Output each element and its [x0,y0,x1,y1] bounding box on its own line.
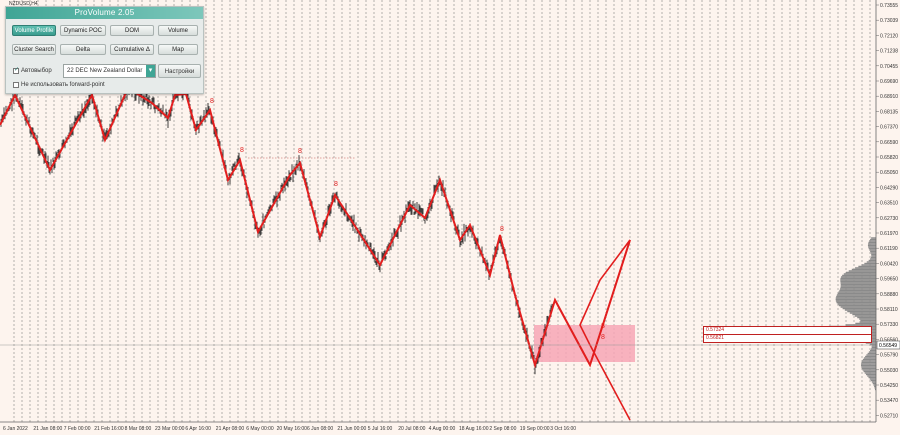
forward-point-label: Не использовать forward-point [21,82,105,88]
zigzag-marker: 8 [601,323,605,330]
price-tick-label: 0.72120 [880,33,898,39]
current-price-box [876,340,900,350]
instrument-select[interactable]: 22 DEC New Zealand Dollar ▾ [63,64,156,78]
price-tick-label: 0.66590 [880,140,898,146]
autoselect-checkbox[interactable]: ✓ [13,67,20,74]
price-axis: 0.73555 0.73039 0.72120 0.71238 0.70455 0.696… [876,3,898,419]
symbol-label: NZDUSD,H4 [9,1,38,7]
time-tick-label: 6 May 00:00 [246,426,274,432]
price-tick-label: 0.65820 [880,155,898,161]
price-tick-label: 0.56560 [880,337,898,343]
price-tick-label: 0.73555 [880,3,898,9]
price-tick-label: 0.68135 [880,109,898,115]
time-tick-label: 5 Jul 16:00 [368,426,393,432]
map-button[interactable]: Map [158,44,198,55]
provolume-panel[interactable]: ProVolume 2.05 Volume Profile Dynamic PO… [5,6,204,94]
price-tick-label: 0.57330 [880,322,898,328]
forward-point-checkbox[interactable] [13,82,19,88]
cluster-search-button[interactable]: Cluster Search [12,44,56,55]
price-tick-label: 0.73039 [880,18,898,24]
price-tick-label: 0.53470 [880,398,898,404]
price-tick-label: 0.58110 [880,307,898,313]
time-tick-label: 23 Mar 00:00 [155,426,185,432]
panel-title: ProVolume 2.05 [6,7,203,19]
price-tick-label: 0.58880 [880,292,898,298]
time-tick-label: 6 Jan 2022 [3,426,28,432]
time-axis: 6 Jan 2022 21 Jan 08:00 7 Feb 00:00 21 Feb … [3,426,576,432]
zigzag-markers: 8 8 8 8 8 8 8 [210,98,605,341]
time-tick-label: 20 May 16:00 [277,426,308,432]
price-tick-label: 0.68910 [880,94,898,100]
zigzag-marker: 8 [210,98,214,105]
zigzag-marker: 8 [334,181,338,188]
price-tick-label: 0.65050 [880,170,898,176]
volume-profile-button[interactable]: Volume Profile [12,25,56,36]
zigzag-marker: 8 [500,226,504,233]
time-tick-label: 3 Oct 16:00 [550,426,576,432]
price-tick-label: 0.59650 [880,277,898,283]
volume-button[interactable]: Volume [158,25,198,36]
settings-button[interactable]: Настройки [158,64,201,78]
price-tick-label: 0.71238 [880,49,898,55]
time-tick-label: 2 Sep 08:00 [489,426,516,432]
autoselect-label: Автовыбор [21,68,52,74]
price-tick-label: 0.67370 [880,125,898,131]
price-tick-label: 0.61970 [880,231,898,237]
time-tick-label: 20 Jul 08:00 [398,426,425,432]
time-tick-label: 21 Apr 08:00 [216,426,245,432]
price-tick-label: 0.61190 [880,246,898,252]
time-tick-label: 21 Feb 16:00 [94,426,124,432]
zigzag-marker: 8 [240,147,244,154]
time-tick-label: 21 Jan 08:00 [33,426,62,432]
time-tick-label: 4 Aug 00:00 [429,426,456,432]
time-tick-label: 6 Jun 08:00 [307,426,333,432]
cumulative-delta-button[interactable]: Cumulative Δ [110,44,154,55]
chevron-down-icon[interactable]: ▾ [146,65,155,77]
price-tick-label: 0.69690 [880,79,898,85]
zigzag-marker: 8 [601,334,605,341]
lower-level-tag: 0.56821 [703,334,872,343]
price-tick-label: 0.55030 [880,368,898,374]
price-tick-label: 0.63510 [880,201,898,207]
price-tick-label: 0.64290 [880,185,898,191]
price-tick-label: 0.62730 [880,216,898,222]
time-tick-label: 8 Mar 08:00 [125,426,152,432]
dynamic-poc-button[interactable]: Dynamic POC [60,25,106,36]
price-tick-label: 0.70455 [880,64,898,70]
delta-button[interactable]: Delta [60,44,106,55]
time-tick-label: 7 Feb 00:00 [64,426,91,432]
dom-button[interactable]: DOM [110,25,154,36]
time-tick-label: 18 Aug 16:00 [459,426,489,432]
price-tick-label: 0.54250 [880,383,898,389]
instrument-value: 22 DEC New Zealand Dollar [67,68,143,74]
zigzag-marker: 8 [298,148,302,155]
time-tick-label: 21 Jun 00:00 [337,426,366,432]
current-price-label: 0.56549 [879,343,897,349]
price-tick-label: 0.60420 [880,261,898,267]
price-tick-label: 0.52710 [880,413,898,419]
time-tick-label: 19 Sep 00:00 [520,426,550,432]
price-tick-label: 0.55790 [880,353,898,359]
time-tick-label: 6 Apr 16:00 [185,426,211,432]
